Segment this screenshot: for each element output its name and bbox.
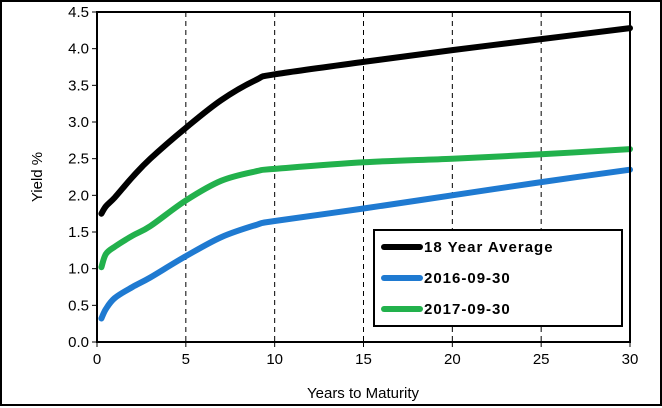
gridlines <box>185 12 542 342</box>
y-tick-label: 4.5 <box>68 4 89 21</box>
x-axis: 0 5 10 15 20 25 30 <box>93 342 639 368</box>
series-line-2017-09-30 <box>98 146 633 271</box>
x-tick-label: 30 <box>622 351 639 368</box>
x-tick-label: 10 <box>266 351 283 368</box>
y-tick-label: 1.5 <box>68 224 89 241</box>
y-tick-label: 0.5 <box>68 297 89 314</box>
y-tick-label: 2.5 <box>68 151 89 168</box>
x-tick-label: 5 <box>182 351 190 368</box>
x-tick-label: 20 <box>444 351 461 368</box>
y-tick-label: 3.0 <box>68 114 89 131</box>
y-axis: 0.0 0.5 1.0 1.5 2.0 2.5 3.0 3.5 4.0 4.5 <box>68 4 97 351</box>
legend: 18 Year Average 2016-09-30 2017-09-30 <box>373 229 623 327</box>
series-line-2016-09-30 <box>98 166 633 322</box>
legend-label-2016-09-30: 2016-09-30 <box>424 270 511 287</box>
y-axis-label: Yield % <box>29 152 46 202</box>
y-tick-label: 2.0 <box>68 187 89 204</box>
y-tick-label: 4.0 <box>68 41 89 58</box>
legend-label-18-year-average: 18 Year Average <box>424 239 554 256</box>
y-tick-label: 1.0 <box>68 261 89 278</box>
x-tick-label: 25 <box>533 351 550 368</box>
x-tick-label: 0 <box>93 351 101 368</box>
x-axis-label: Years to Maturity <box>307 385 419 402</box>
y-tick-label: 3.5 <box>68 77 89 94</box>
series-layer <box>98 25 633 322</box>
x-tick-label: 15 <box>355 351 372 368</box>
y-tick-label: 0.0 <box>68 334 89 351</box>
legend-label-2017-09-30: 2017-09-30 <box>424 301 511 318</box>
series-line-18-year-average <box>98 25 633 217</box>
